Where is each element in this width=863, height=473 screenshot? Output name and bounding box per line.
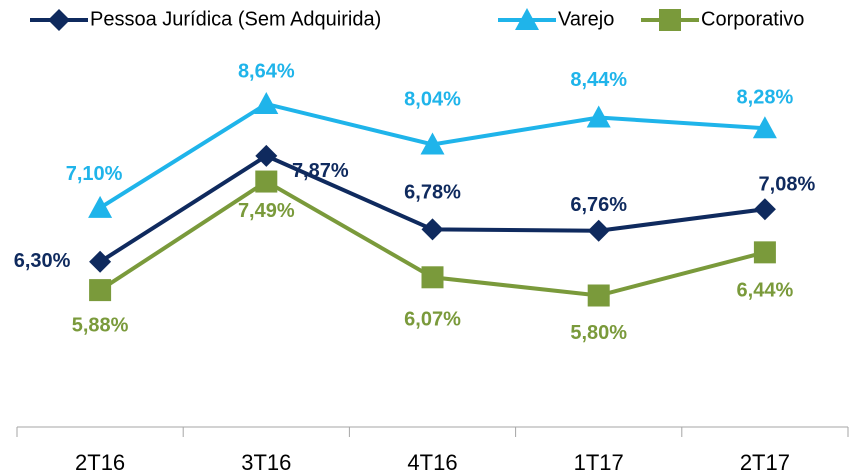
value-label: 6,78% (404, 182, 461, 204)
marker (421, 218, 444, 241)
value-label: 7,87% (292, 160, 349, 182)
marker (89, 250, 112, 273)
x-tick-label: 2T17 (740, 450, 790, 473)
x-tick-label: 4T16 (407, 450, 457, 473)
value-label: 8,44% (570, 69, 627, 91)
marker (88, 195, 113, 218)
marker (587, 284, 610, 307)
legend-label: Varejo (558, 8, 614, 30)
value-label: 8,64% (238, 60, 295, 82)
legend-marker (659, 9, 681, 31)
x-tick-label: 1T17 (574, 450, 624, 473)
marker (421, 266, 444, 289)
value-label: 6,76% (570, 194, 627, 216)
x-tick-label: 3T16 (241, 450, 291, 473)
value-label: 8,28% (737, 87, 794, 109)
value-label: 7,08% (759, 173, 816, 195)
marker (254, 91, 279, 114)
marker (587, 219, 610, 242)
legend-label: Corporativo (701, 8, 804, 30)
value-label: 7,49% (238, 200, 295, 222)
marker (753, 241, 776, 264)
legend-marker (515, 8, 539, 30)
marker (255, 144, 278, 167)
value-label: 8,04% (404, 89, 461, 111)
marker (753, 198, 776, 221)
value-label: 6,44% (737, 280, 794, 302)
legend-label: Pessoa Jurídica (Sem Adquirida) (90, 8, 381, 30)
value-label: 6,30% (14, 250, 71, 272)
marker (89, 279, 112, 302)
value-label: 5,80% (570, 322, 627, 344)
value-label: 5,88% (72, 314, 129, 336)
value-label: 7,10% (66, 163, 123, 185)
marker (255, 170, 278, 193)
value-label: 6,07% (404, 309, 461, 331)
series-line (99, 153, 766, 264)
x-tick-label: 2T16 (75, 450, 125, 473)
marker (420, 132, 445, 155)
marker (586, 105, 611, 128)
marker (752, 116, 777, 139)
legend-marker (48, 9, 70, 31)
